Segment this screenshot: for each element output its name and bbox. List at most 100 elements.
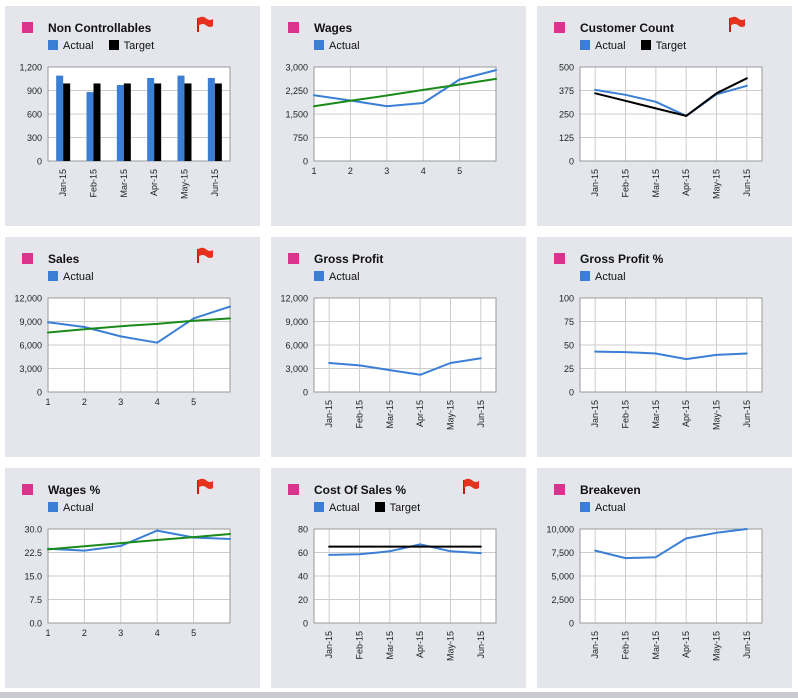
x-tick-label: Feb-15 bbox=[89, 169, 99, 198]
legend-swatch bbox=[48, 502, 58, 512]
y-tick-label: 0 bbox=[37, 388, 42, 398]
x-tick-label: Jun-15 bbox=[476, 631, 486, 659]
y-tick-label: 0 bbox=[303, 388, 308, 398]
y-tick-label: 9,000 bbox=[19, 317, 42, 327]
legend-swatch bbox=[374, 502, 385, 512]
y-tick-label: 600 bbox=[27, 110, 42, 120]
y-tick-label: 9,000 bbox=[285, 317, 308, 327]
series-line-trend bbox=[313, 77, 497, 108]
y-tick-label: 12,000 bbox=[280, 294, 308, 304]
bar-target bbox=[184, 83, 192, 161]
flag-icon[interactable] bbox=[195, 246, 215, 266]
x-tick-label: Apr-15 bbox=[681, 631, 691, 658]
legend-item-target: Target bbox=[374, 502, 420, 514]
series-line-actual bbox=[47, 305, 231, 344]
card-title: Sales bbox=[48, 252, 80, 266]
flag-icon[interactable] bbox=[461, 477, 481, 497]
x-tick-label: Mar-15 bbox=[385, 631, 395, 660]
plot-frame bbox=[47, 528, 231, 624]
x-tick-label: 2 bbox=[348, 166, 353, 176]
series-line-actual bbox=[594, 528, 748, 560]
series-line-trend bbox=[47, 533, 231, 551]
bar-target bbox=[123, 83, 131, 161]
card-marker bbox=[288, 253, 299, 264]
card-marker bbox=[554, 484, 565, 495]
chart-legend: Actual Target bbox=[314, 502, 432, 516]
legend-item-target: Target bbox=[640, 40, 686, 52]
y-tick-label: 7,500 bbox=[551, 548, 574, 558]
card-title: Cost Of Sales % bbox=[314, 483, 407, 497]
legend-item-actual: Actual bbox=[48, 40, 94, 52]
series-line-actual bbox=[328, 543, 482, 556]
card-marker bbox=[288, 484, 299, 495]
x-tick-label: 5 bbox=[457, 166, 462, 176]
x-tick-label: 4 bbox=[155, 628, 160, 638]
flag-icon[interactable] bbox=[195, 15, 215, 35]
y-tick-label: 300 bbox=[27, 133, 42, 143]
card-title: Gross Profit bbox=[314, 252, 384, 266]
x-tick-label: Apr-15 bbox=[415, 400, 425, 427]
y-tick-label: 10,000 bbox=[546, 525, 574, 535]
y-tick-label: 60 bbox=[298, 548, 308, 558]
y-tick-label: 900 bbox=[27, 86, 42, 96]
x-tick-label: Jan-15 bbox=[58, 169, 68, 197]
flag-icon[interactable] bbox=[195, 477, 215, 497]
x-tick-label: May-15 bbox=[446, 631, 456, 661]
y-tick-label: 5,000 bbox=[551, 572, 574, 582]
legend-item-actual: Actual bbox=[580, 40, 626, 52]
card-title: Breakeven bbox=[580, 483, 641, 497]
y-tick-label: 25 bbox=[564, 364, 574, 374]
y-tick-label: 6,000 bbox=[19, 341, 42, 351]
x-tick-label: 5 bbox=[191, 628, 196, 638]
y-tick-label: 22.5 bbox=[24, 548, 42, 558]
x-tick-label: 3 bbox=[118, 397, 123, 407]
legend-item-actual: Actual bbox=[314, 502, 360, 514]
x-tick-label: 2 bbox=[82, 397, 87, 407]
chart-legend: Actual bbox=[48, 271, 106, 285]
chart-card-breakeven: Breakeven Actual 0 2,500 5,000 7,500 10,000 J… bbox=[537, 468, 792, 688]
x-tick-label: Jan-15 bbox=[324, 400, 334, 428]
series-line-target bbox=[594, 77, 748, 117]
plot-frame bbox=[47, 297, 231, 393]
x-tick-label: 5 bbox=[191, 397, 196, 407]
y-tick-label: 375 bbox=[559, 86, 574, 96]
y-tick-label: 0.0 bbox=[29, 619, 42, 629]
plot-frame bbox=[313, 297, 497, 393]
bar-target bbox=[93, 83, 101, 161]
card-title: Non Controllables bbox=[48, 21, 152, 35]
x-tick-label: Apr-15 bbox=[681, 400, 691, 427]
series-line-actual bbox=[328, 357, 482, 376]
y-tick-label: 20 bbox=[298, 595, 308, 605]
x-tick-label: 3 bbox=[384, 166, 389, 176]
bar-target bbox=[63, 83, 71, 161]
x-tick-label: 2 bbox=[82, 628, 87, 638]
chart-plot: 0 750 1,500 2,250 3,000 1 2 3 4 5 bbox=[285, 63, 497, 176]
legend-swatch bbox=[48, 40, 58, 50]
y-tick-label: 50 bbox=[564, 341, 574, 351]
legend-swatch bbox=[48, 271, 58, 281]
bottom-scrollbar[interactable] bbox=[0, 692, 798, 698]
card-marker bbox=[22, 484, 33, 495]
legend-swatch bbox=[580, 271, 590, 281]
legend-swatch bbox=[314, 502, 324, 512]
chart-plot: 0 3,000 6,000 9,000 12,000 1 2 3 4 5 bbox=[14, 294, 231, 407]
y-tick-label: 6,000 bbox=[285, 341, 308, 351]
card-marker bbox=[288, 22, 299, 33]
y-tick-label: 0 bbox=[37, 157, 42, 167]
x-tick-label: May-15 bbox=[180, 169, 190, 199]
flag-icon[interactable] bbox=[727, 15, 747, 35]
x-tick-label: Mar-15 bbox=[119, 169, 129, 198]
x-tick-label: 1 bbox=[311, 166, 316, 176]
legend-item-actual: Actual bbox=[48, 271, 94, 283]
chart-plot: 0 125 250 375 500 Jan-15 Feb-15 Mar-15 Apr-15 May… bbox=[559, 63, 763, 199]
y-tick-label: 7.5 bbox=[29, 595, 42, 605]
bar-actual bbox=[86, 92, 94, 161]
chart-card-wages: Wages Actual 0 750 1,500 2,250 3,000 1 2 3 4 5 bbox=[271, 6, 526, 226]
plot-frame bbox=[579, 66, 763, 162]
chart-plot: 0 300 600 900 1,200 Jan-15 Feb-15 Mar-15 Apr-15 M… bbox=[19, 63, 231, 199]
y-tick-label: 2,250 bbox=[285, 86, 308, 96]
legend-swatch bbox=[314, 271, 324, 281]
y-tick-label: 0 bbox=[303, 619, 308, 629]
y-tick-label: 3,000 bbox=[19, 364, 42, 374]
x-tick-label: Feb-15 bbox=[621, 631, 631, 660]
